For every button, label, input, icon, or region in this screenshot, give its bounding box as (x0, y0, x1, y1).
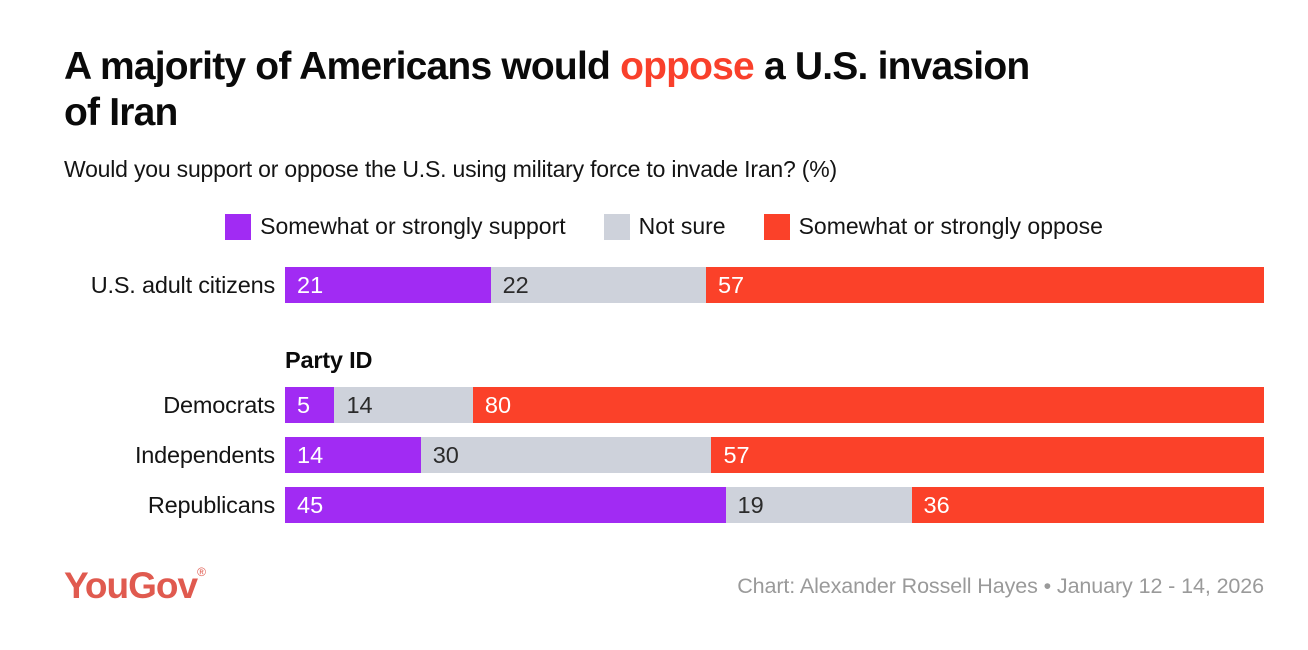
bar-value-label: 22 (502, 271, 529, 298)
chart-row-republicans: Republicans 45 19 36 (64, 487, 1264, 524)
chart-row-independents: Independents 14 30 57 (64, 437, 1264, 474)
bar-value-label: 36 (923, 491, 950, 518)
bar-value-label: 19 (737, 491, 764, 518)
footer: YouGov® Chart: Alexander Rossell Hayes •… (64, 565, 1264, 607)
legend-item-not-sure: Not sure (603, 213, 726, 240)
bar-segment-not-sure: 30 (420, 437, 712, 474)
yougov-logo-text: YouGov (64, 565, 198, 607)
chart-row-us-adults: U.S. adult citizens 21 22 57 (64, 267, 1264, 304)
bar-value-label: 57 (717, 271, 745, 298)
legend-swatch-oppose-icon (763, 213, 790, 240)
stacked-bar: 45 19 36 (285, 487, 1264, 524)
bar-value-label: 80 (484, 391, 512, 418)
chart-subtitle: Would you support or oppose the U.S. usi… (64, 156, 837, 183)
stacked-bar: 14 30 57 (285, 437, 1264, 474)
chart-row-democrats: Democrats 5 14 80 (64, 387, 1264, 424)
legend-item-oppose: Somewhat or strongly oppose (763, 213, 1103, 240)
bar-value-label: 45 (297, 491, 324, 518)
chart-credit: Chart: Alexander Rossell Hayes • January… (737, 573, 1264, 598)
title-line2: of Iran (64, 90, 178, 134)
bar-value-label: 14 (297, 441, 324, 468)
bar-segment-oppose: 57 (705, 267, 1264, 304)
bar-chart: U.S. adult citizens 21 22 57 Party ID De… (64, 267, 1264, 524)
bar-segment-support: 21 (285, 267, 491, 304)
bar-segment-not-sure: 14 (334, 387, 473, 424)
row-label: Republicans (147, 491, 275, 518)
bar-segment-support: 5 (285, 387, 335, 424)
legend-label-oppose: Somewhat or strongly oppose (798, 213, 1103, 240)
title-highlight: oppose (620, 45, 755, 88)
bar-value-label: 57 (723, 441, 750, 468)
chart-title: A majority of Americans would oppose a U… (64, 44, 1264, 135)
bar-segment-support: 14 (285, 437, 421, 474)
legend: Somewhat or strongly support Not sure So… (64, 213, 1264, 240)
bar-value-label: 30 (432, 441, 459, 468)
yougov-logo[interactable]: YouGov® (64, 565, 206, 607)
bar-segment-not-sure: 22 (490, 267, 706, 304)
bar-segment-oppose: 36 (911, 487, 1264, 524)
registered-mark: ® (197, 565, 206, 580)
bar-segment-oppose: 57 (711, 437, 1264, 474)
row-label: U.S. adult citizens (90, 271, 275, 298)
group-heading-party-id: Party ID (285, 347, 373, 374)
bar-value-label: 21 (297, 271, 324, 298)
legend-swatch-not-sure-icon (603, 213, 630, 240)
legend-item-support: Somewhat or strongly support (225, 213, 566, 240)
title-text-pre: A majority of Americans would (64, 45, 621, 88)
stacked-bar: 5 14 80 (285, 387, 1264, 424)
row-label: Independents (134, 441, 275, 468)
bar-segment-support: 45 (285, 487, 726, 524)
legend-label-not-sure: Not sure (638, 213, 726, 240)
bar-value-label: 14 (346, 391, 373, 418)
bar-segment-not-sure: 19 (725, 487, 912, 524)
stacked-bar: 21 22 57 (285, 267, 1264, 304)
bar-value-label: 5 (297, 391, 311, 418)
row-label: Democrats (163, 391, 275, 418)
bar-segment-oppose: 80 (472, 387, 1264, 424)
legend-label-support: Somewhat or strongly support (260, 213, 566, 240)
title-text-post: a U.S. invasion (753, 45, 1030, 88)
legend-swatch-support-icon (225, 213, 252, 240)
